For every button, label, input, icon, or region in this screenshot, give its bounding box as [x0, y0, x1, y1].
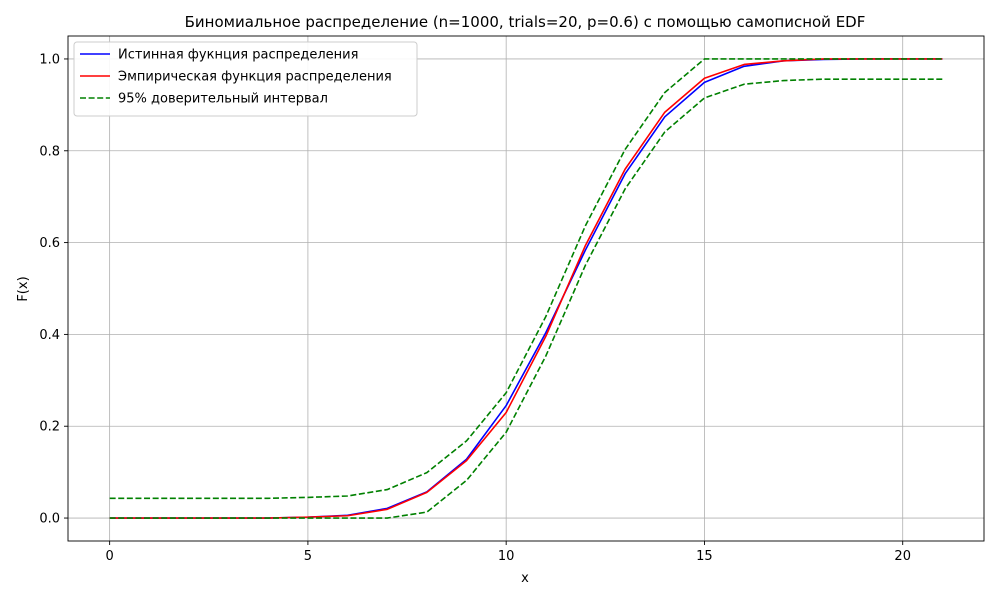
x-tick-label-1: 5 [304, 549, 312, 564]
y-axis-label: F(x) [16, 276, 31, 301]
series-line-0 [109, 58, 943, 519]
x-tick-label-4: 20 [894, 549, 911, 564]
y-tick-label-2: 0.4 [39, 328, 60, 343]
x-axis-label: x [521, 571, 529, 586]
series-line-2 [109, 58, 943, 500]
y-tick-label-1: 0.2 [39, 420, 60, 435]
axes: 0 5 10 15 20 0.0 0.2 0.4 0.6 0.8 1.0 [39, 35, 985, 564]
y-tick-label-0: 0.0 [39, 512, 60, 527]
legend-box [73, 41, 418, 117]
plot-frame [67, 35, 985, 542]
series-line-1 [109, 58, 943, 519]
chart-title: Биномиальное распределение (n=1000, tria… [185, 13, 866, 31]
y-tick-label-3: 0.6 [39, 236, 60, 251]
legend: Истинная фукнция распределения Эмпирическ… [73, 41, 418, 117]
x-tick-label-2: 10 [498, 549, 515, 564]
series-line-3 [109, 78, 943, 519]
legend-label-0: Истинная фукнция распределения [118, 48, 358, 63]
legend-label-2: 95% доверительный интервал [118, 92, 328, 107]
x-tick-label-3: 15 [696, 549, 713, 564]
y-tick-label-4: 0.8 [39, 144, 60, 159]
series-lines [109, 58, 943, 519]
legend-label-1: Эмпирическая функция распределения [118, 70, 392, 85]
x-tick-label-0: 0 [105, 549, 113, 564]
y-tick-label-5: 1.0 [39, 52, 60, 67]
